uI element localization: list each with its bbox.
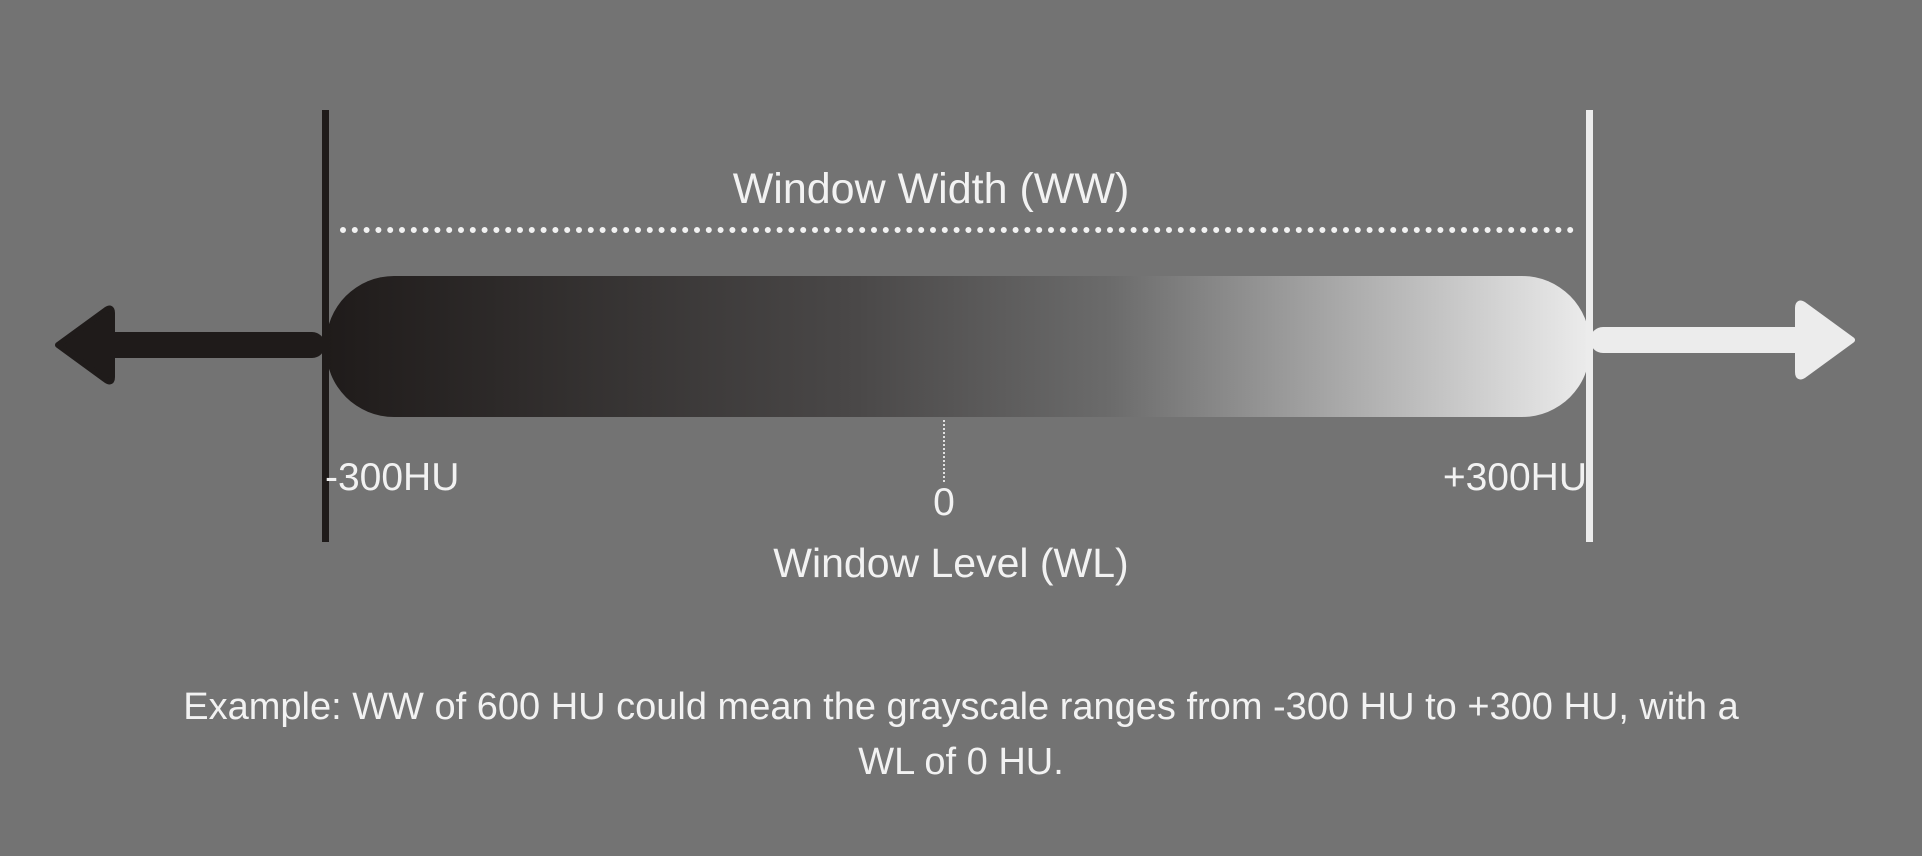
- upper-bound-line: [1586, 110, 1593, 542]
- center-value-label: 0: [933, 481, 955, 524]
- lower-bound-label: -300HU: [325, 456, 459, 499]
- right-arrow-icon: [1590, 300, 1855, 380]
- left-arrow-icon: [55, 305, 325, 385]
- caption-line-1: Example: WW of 600 HU could mean the gra…: [183, 686, 1739, 728]
- lower-bound-line: [322, 110, 329, 542]
- window-width-label: Window Width (WW): [733, 165, 1130, 213]
- example-caption: Example: WW of 600 HU could mean the gra…: [0, 680, 1922, 790]
- caption-line-2: WL of 0 HU.: [858, 741, 1064, 783]
- window-level-label: Window Level (WL): [773, 540, 1128, 586]
- grayscale-bar: [326, 276, 1590, 417]
- upper-bound-label: +300HU: [1443, 456, 1587, 499]
